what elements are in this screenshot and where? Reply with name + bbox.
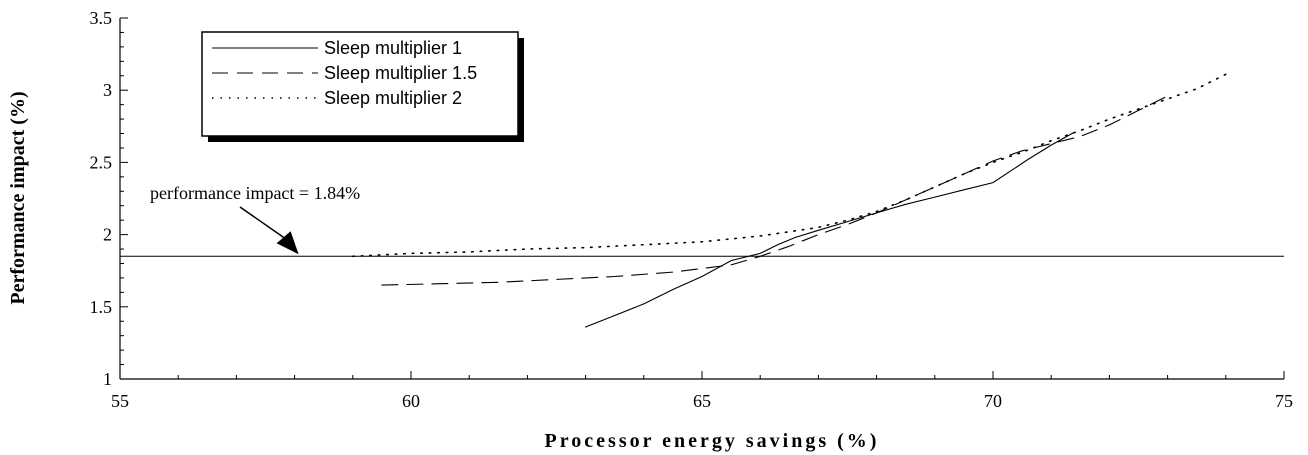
legend-box xyxy=(201,31,519,137)
annotation-label: performance impact = 1.84% xyxy=(150,183,360,203)
y-tick-label: 2.5 xyxy=(90,152,113,172)
legend-label-3: Sleep multiplier 2 xyxy=(324,88,462,108)
x-tick-label: 60 xyxy=(402,391,420,411)
plot-area: 1 1.5 2 2.5 3 3.5 55 60 65 70 75 xyxy=(90,8,1294,411)
y-tick-label: 1 xyxy=(103,369,112,389)
x-axis-title: Processor energy savings (%) xyxy=(545,430,880,452)
y-tick-label: 3 xyxy=(103,80,112,100)
series-line-2 xyxy=(381,95,1169,286)
y-tick-label: 2 xyxy=(103,225,112,245)
x-tick-label: 70 xyxy=(984,391,1002,411)
x-tick-label: 65 xyxy=(693,391,711,411)
annotation-arrow-shaft xyxy=(239,206,292,243)
legend-label-2: Sleep multiplier 1.5 xyxy=(324,63,477,83)
annotation-arrow-head xyxy=(276,231,299,255)
x-tick-label: 75 xyxy=(1275,391,1293,411)
y-tick-label: 3.5 xyxy=(90,8,113,28)
y-axis-title: Performance impact (%) xyxy=(7,91,29,304)
legend-label-1: Sleep multiplier 1 xyxy=(324,38,462,58)
legend: Sleep multiplier 1 Sleep multiplier 1.5 Sl… xyxy=(201,31,524,142)
annotation-arrow xyxy=(239,206,299,255)
y-tick-label: 1.5 xyxy=(90,297,113,317)
series-line-1 xyxy=(585,131,1076,328)
series-line-3 xyxy=(351,73,1227,258)
x-tick-label: 55 xyxy=(111,391,129,411)
